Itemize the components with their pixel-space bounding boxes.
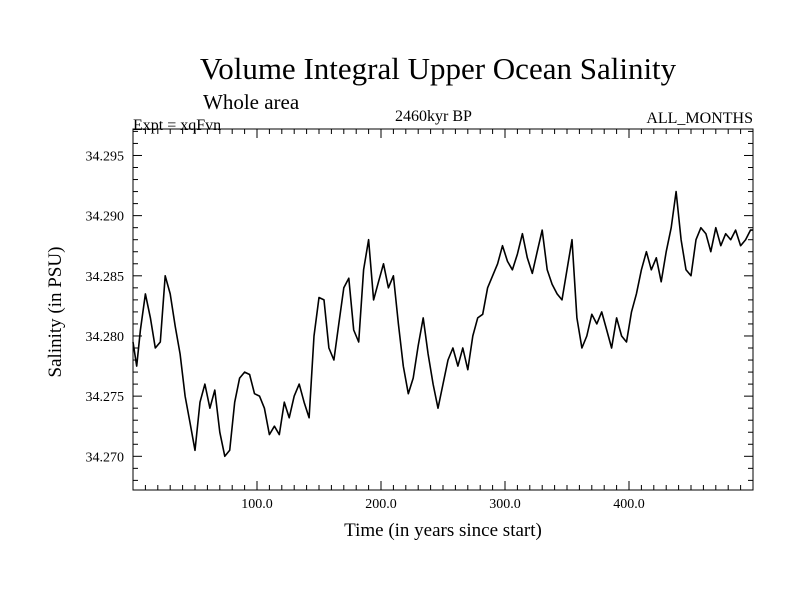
x-tick-label: 400.0	[613, 497, 645, 512]
x-tick-label: 300.0	[489, 497, 521, 512]
chart-subtitle: Whole area	[203, 90, 300, 114]
period-label: 2460kyr BP	[395, 108, 472, 125]
y-tick-label: 34.295	[86, 149, 125, 164]
axis-ticks	[132, 129, 754, 490]
salinity-series-line	[132, 190, 753, 458]
x-tick-label: 200.0	[365, 497, 397, 512]
y-tick-label: 34.285	[86, 270, 125, 285]
experiment-label: Expt = xqFvn	[133, 117, 222, 134]
x-axis-label: Time (in years since start)	[344, 520, 542, 541]
y-tick-label: 34.280	[86, 330, 125, 345]
months-label: ALL_MONTHS	[646, 110, 753, 127]
y-tick-label: 34.290	[86, 210, 125, 225]
chart-title: Volume Integral Upper Ocean Salinity	[199, 51, 677, 86]
y-tick-label: 34.270	[86, 450, 125, 465]
x-tick-label: 100.0	[241, 497, 273, 512]
plot-frame	[132, 128, 754, 491]
y-tick-label: 34.275	[86, 390, 125, 405]
y-axis-label: Salinity (in PSU)	[45, 247, 66, 378]
axis-tick-labels: 100.0 200.0 300.0 400.0 34.270 34.275 34.280 34…	[86, 149, 645, 512]
